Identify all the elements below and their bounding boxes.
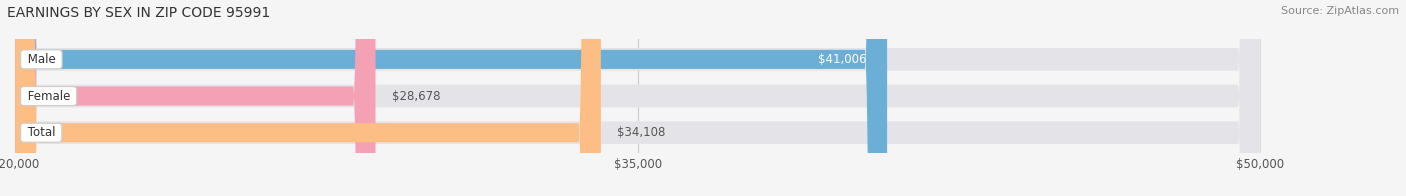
FancyBboxPatch shape bbox=[15, 0, 1260, 196]
Text: Total: Total bbox=[24, 126, 59, 139]
Text: $28,678: $28,678 bbox=[392, 90, 440, 103]
Text: Source: ZipAtlas.com: Source: ZipAtlas.com bbox=[1281, 6, 1399, 16]
Text: Female: Female bbox=[24, 90, 73, 103]
FancyBboxPatch shape bbox=[15, 0, 887, 196]
FancyBboxPatch shape bbox=[15, 0, 1260, 196]
Text: Male: Male bbox=[24, 53, 59, 66]
FancyBboxPatch shape bbox=[15, 0, 1260, 196]
Text: $41,006: $41,006 bbox=[818, 53, 866, 66]
FancyBboxPatch shape bbox=[15, 0, 375, 196]
Text: EARNINGS BY SEX IN ZIP CODE 95991: EARNINGS BY SEX IN ZIP CODE 95991 bbox=[7, 6, 270, 20]
Text: $34,108: $34,108 bbox=[617, 126, 666, 139]
FancyBboxPatch shape bbox=[15, 0, 600, 196]
